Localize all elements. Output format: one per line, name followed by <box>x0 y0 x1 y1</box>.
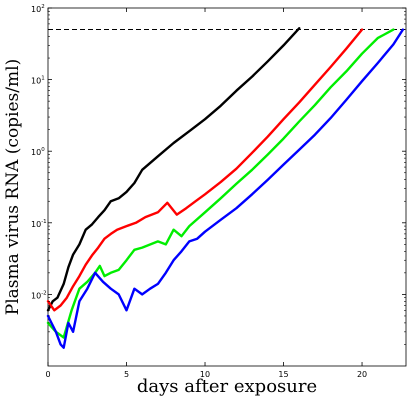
x-tick-label: 15 <box>278 370 288 379</box>
y-tick-label: 10-2 <box>31 290 47 300</box>
x-axis-label: days after exposure <box>137 376 317 397</box>
x-tick-label: 10 <box>200 370 210 379</box>
y-tick-label: 100 <box>31 147 45 157</box>
y-tick-label: 102 <box>31 4 45 14</box>
series-line-1 <box>46 27 301 312</box>
x-tick-label: 5 <box>124 370 129 379</box>
x-tick-label: 0 <box>45 370 50 379</box>
x-tick-label: 20 <box>357 370 367 379</box>
y-tick-label: 101 <box>31 76 45 86</box>
y-axis-label: Plasma virus RNA (copies/ml) <box>3 59 23 315</box>
series-line-4 <box>46 28 405 349</box>
y-tick-label: 10-1 <box>31 219 47 229</box>
tick-layer: 0 5 10 15 20 10-2 10-1 100 101 102 <box>31 4 406 379</box>
series-layer <box>46 27 405 349</box>
plot-frame <box>47 7 407 367</box>
series-line-3 <box>46 28 395 339</box>
series-line-2 <box>46 28 364 312</box>
